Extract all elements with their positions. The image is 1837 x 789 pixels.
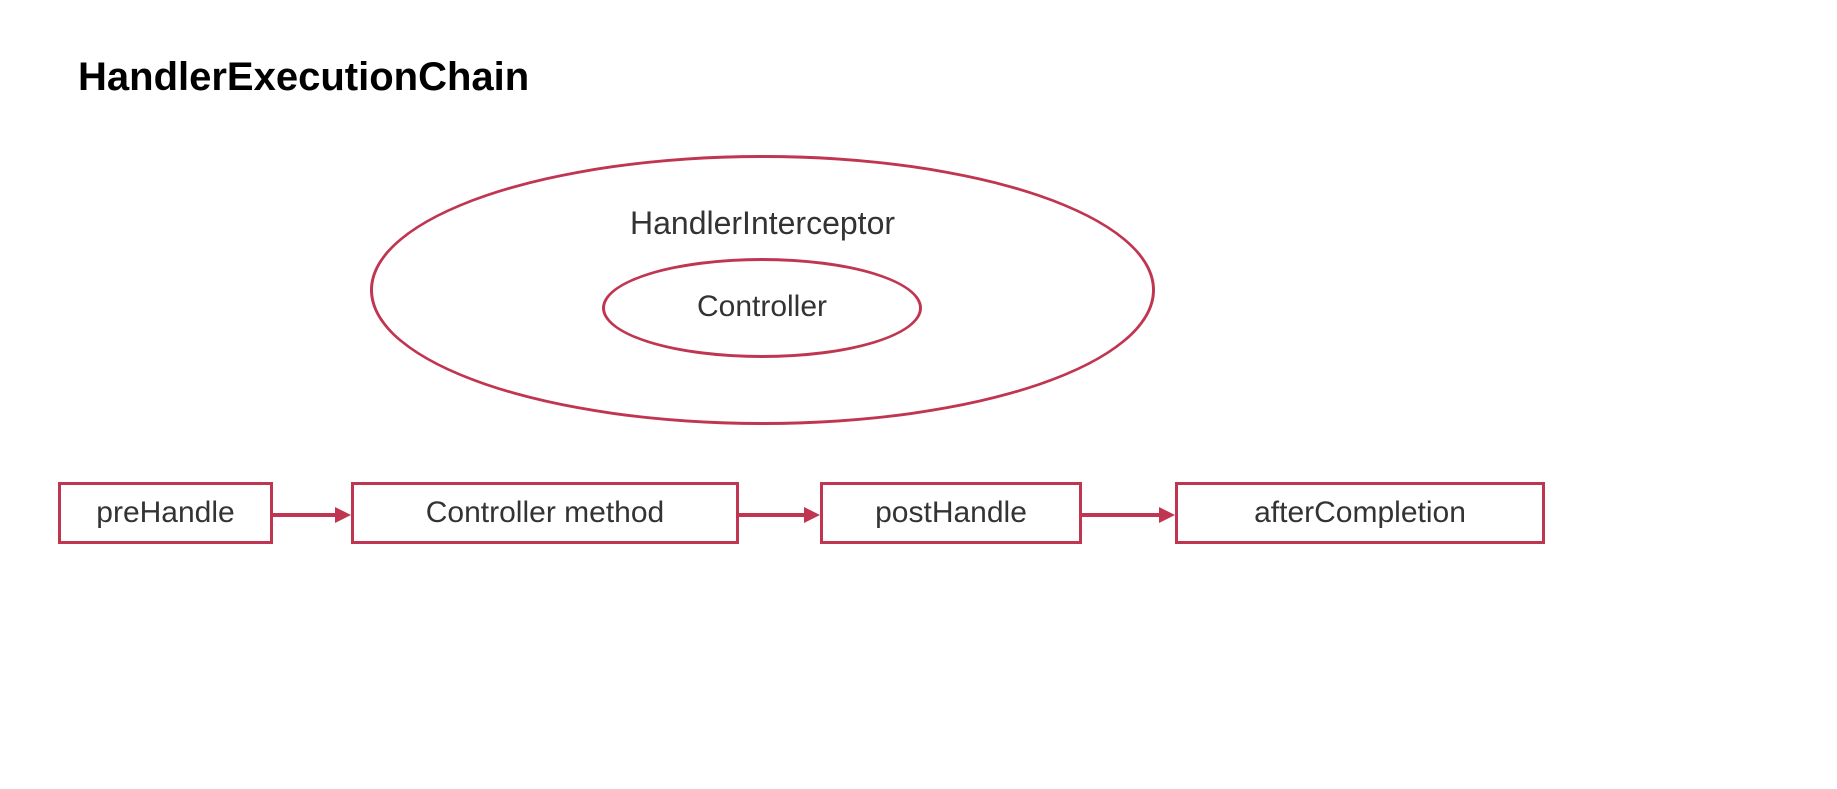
ellipse-diagram: HandlerInterceptor Controller — [370, 155, 1155, 425]
page-title: HandlerExecutionChain — [78, 55, 529, 100]
flow-arrow-2 — [739, 504, 820, 526]
flow-arrow-1 — [273, 504, 351, 526]
ellipse-outer-label: HandlerInterceptor — [370, 205, 1155, 242]
flow-box-posthandle: postHandle — [820, 482, 1082, 544]
flow-box-controller-method: Controller method — [351, 482, 739, 544]
flow-arrow-3 — [1082, 504, 1175, 526]
flow-row: preHandle Controller method postHandle afte… — [58, 482, 1548, 552]
flow-box-aftercompletion: afterCompletion — [1175, 482, 1545, 544]
flow-box-prehandle: preHandle — [58, 482, 273, 544]
ellipse-inner-label: Controller — [602, 290, 922, 324]
